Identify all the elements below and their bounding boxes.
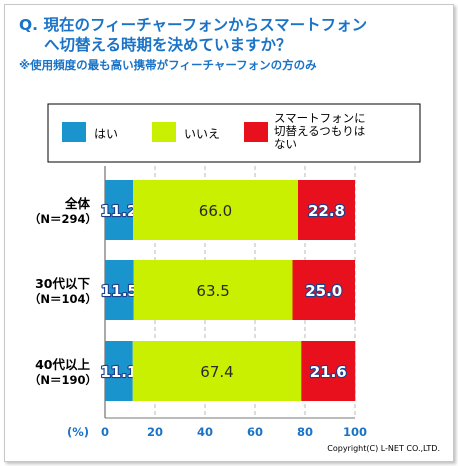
category-n-0: （N＝294） (29, 212, 97, 226)
legend-label-2-line1: 切替えるつもりは (274, 124, 365, 138)
data-label-1-2: 25.0 (305, 282, 342, 300)
category-label-2: 40代以上 (35, 357, 90, 372)
category-label-0: 全体 (64, 196, 91, 211)
bar-2-2 (301, 341, 356, 401)
data-label-2-2: 21.6 (310, 363, 347, 381)
x-tick-label-0: 0 (101, 425, 109, 439)
category-n-2: （N＝190） (29, 373, 97, 387)
legend-box (47, 103, 421, 163)
bar-1-2 (292, 260, 355, 320)
legend-label-2-line2: ない (274, 137, 297, 151)
x-tick-label-20: 20 (147, 425, 163, 439)
data-label-0-2: 22.8 (308, 202, 345, 220)
x-tick-label-60: 60 (247, 425, 263, 439)
legend-label-0: はい (94, 127, 118, 141)
bar-0-1 (133, 180, 298, 240)
bar-1-1 (133, 260, 293, 320)
question-title-line2: へ切替える時期を決めていますか？ (44, 36, 292, 54)
legend-label-2-line0: スマートフォンに (274, 111, 366, 125)
legend-swatch-0 (62, 122, 86, 142)
x-tick-label-40: 40 (197, 425, 213, 439)
question-title: Q. 現在のフィーチャーフォンからスマートフォン へ切替える時期を決めていますか… (19, 15, 449, 55)
data-label-2-1: 67.4 (200, 363, 233, 381)
data-label-1-0: 11.5 (101, 282, 138, 300)
category-label-1: 30代以下 (35, 276, 90, 291)
x-axis-unit: (%) (67, 425, 89, 439)
bar-0-0 (105, 180, 133, 240)
bar-0-2 (298, 180, 355, 240)
question-title-line1: Q. 現在のフィーチャーフォンからスマートフォン (19, 16, 368, 34)
category-n-1: （N＝104） (29, 292, 97, 306)
data-label-0-1: 66.0 (199, 202, 232, 220)
data-label-2-0: 11.1 (100, 363, 137, 381)
bar-2-0 (105, 341, 133, 401)
copyright-text: Copyright(C) L-NET CO.,LTD. (327, 444, 440, 453)
bar-1-0 (105, 260, 134, 320)
bar-2-1 (132, 341, 302, 401)
legend-swatch-1 (152, 122, 176, 142)
legend-swatch-2 (244, 122, 268, 142)
x-tick-label-80: 80 (297, 425, 313, 439)
data-label-1-1: 63.5 (196, 282, 229, 300)
data-label-0-0: 11.2 (100, 202, 137, 220)
legend-label-1: いいえ (184, 127, 220, 141)
x-tick-label-100: 100 (343, 425, 367, 439)
question-note: ※使用頻度の最も高い携帯がフィーチャーフォンの方のみ (19, 58, 317, 72)
